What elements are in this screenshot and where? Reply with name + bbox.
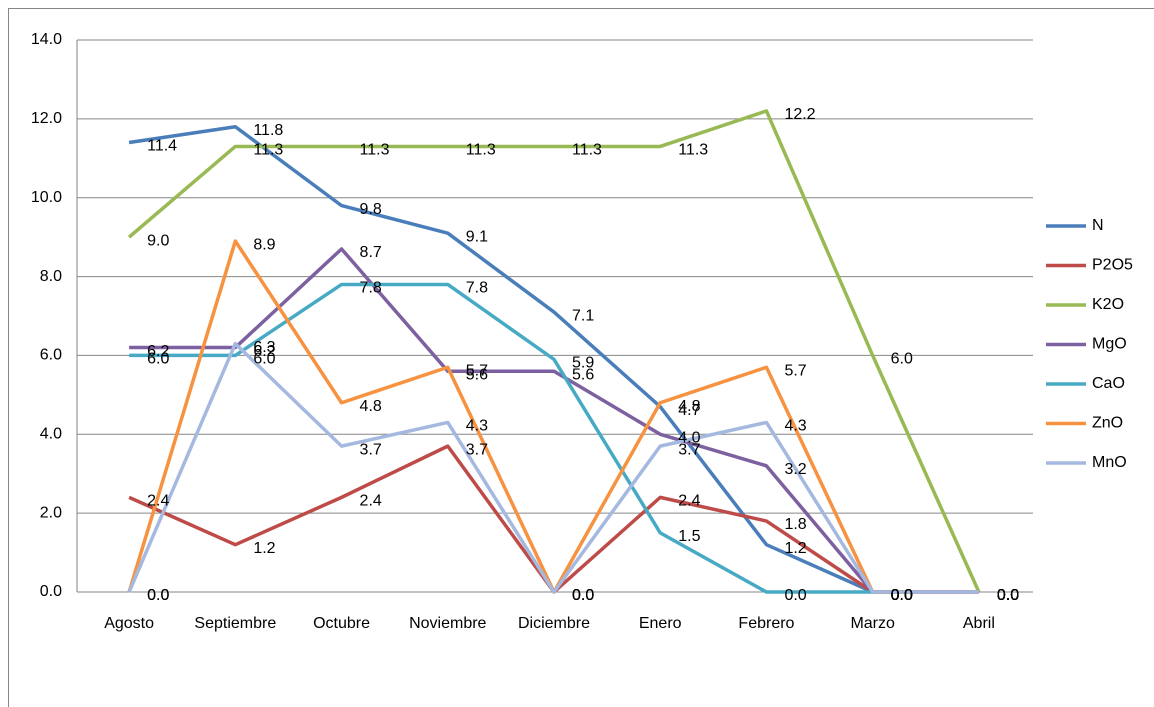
data-label: 1.8 xyxy=(784,516,806,533)
data-label: 0.0 xyxy=(572,587,594,604)
series-line xyxy=(129,282,979,594)
series-line xyxy=(127,109,981,593)
data-label: 0.0 xyxy=(997,587,1019,604)
series-line xyxy=(127,341,979,594)
data-label: 1.5 xyxy=(678,528,700,545)
data-label: 2.4 xyxy=(360,493,382,510)
data-label: 0.0 xyxy=(572,587,594,604)
x-tick-label: Febrero xyxy=(738,615,794,632)
data-label: 11.4 xyxy=(147,138,177,155)
data-label: 0.0 xyxy=(997,587,1019,604)
data-label: 9.8 xyxy=(360,201,382,218)
data-label: 0.0 xyxy=(997,587,1019,604)
y-tick-label: 8.0 xyxy=(40,268,62,285)
x-tick-label: Marzo xyxy=(850,615,895,632)
x-tick-label: Noviembre xyxy=(409,615,486,632)
y-tick-label: 4.0 xyxy=(40,426,62,443)
y-tick-label: 6.0 xyxy=(40,347,62,364)
y-tick-label: 10.0 xyxy=(31,189,62,206)
y-tick-label: 12.0 xyxy=(31,110,62,127)
data-label: 4.8 xyxy=(360,398,382,415)
data-label: 5.6 xyxy=(466,366,488,383)
y-tick-label: 2.0 xyxy=(40,504,62,521)
data-label: 7.1 xyxy=(572,307,594,324)
data-label: 0.0 xyxy=(997,587,1019,604)
data-label: 3.2 xyxy=(784,461,806,478)
legend-label: MnO xyxy=(1092,454,1127,471)
x-tick-label: Agosto xyxy=(104,615,154,632)
series-line xyxy=(129,247,979,594)
data-label: 3.7 xyxy=(360,441,382,458)
data-label: 8.9 xyxy=(253,236,275,253)
data-label: 0.0 xyxy=(891,587,913,604)
data-label: 5.9 xyxy=(572,355,594,372)
data-label: 0.0 xyxy=(147,587,169,604)
data-label: 8.7 xyxy=(360,244,382,261)
data-label: 11.3 xyxy=(572,142,602,159)
x-tick-label: Enero xyxy=(639,615,682,632)
data-label: 6.2 xyxy=(253,343,275,360)
x-tick-label: Octubre xyxy=(313,615,370,632)
data-label: 4.3 xyxy=(784,418,806,435)
data-label: 0.0 xyxy=(572,587,594,604)
data-label: 4.3 xyxy=(466,418,488,435)
y-tick-label: 0.0 xyxy=(40,583,62,600)
x-tick-label: Abril xyxy=(963,615,995,632)
data-label: 6.3 xyxy=(253,339,275,356)
y-tick-label: 14.0 xyxy=(31,31,62,48)
data-label: 0.0 xyxy=(891,587,913,604)
data-label: 0.0 xyxy=(891,587,913,604)
data-label: 4.7 xyxy=(678,402,700,419)
data-label: 1.2 xyxy=(253,540,275,557)
data-label: 5.7 xyxy=(466,362,488,379)
data-label: 11.3 xyxy=(678,142,708,159)
data-label: 0.0 xyxy=(147,587,169,604)
data-label: 2.4 xyxy=(147,493,169,510)
legend-label: P2O5 xyxy=(1092,257,1133,274)
data-label: 9.0 xyxy=(147,232,169,249)
data-label: 4.0 xyxy=(678,430,700,447)
data-label: 6.0 xyxy=(147,351,169,368)
legend-label: ZnO xyxy=(1092,415,1123,432)
data-label: 3.7 xyxy=(678,441,700,458)
data-label: 0.0 xyxy=(997,587,1019,604)
legend-label: N xyxy=(1092,217,1104,234)
data-label: 6.2 xyxy=(147,343,169,360)
data-label: 4.8 xyxy=(678,398,700,415)
data-label: 9.1 xyxy=(466,228,488,245)
data-label: 0.0 xyxy=(784,587,806,604)
x-tick-label: Diciembre xyxy=(518,615,590,632)
legend-label: K2O xyxy=(1092,296,1124,313)
data-label: 0.0 xyxy=(997,587,1019,604)
data-label: 11.3 xyxy=(253,142,283,159)
data-label: 3.7 xyxy=(466,441,488,458)
data-label: 11.8 xyxy=(253,122,283,139)
data-label: 11.3 xyxy=(466,142,496,159)
data-label: 6.0 xyxy=(253,351,275,368)
data-label: 12.2 xyxy=(784,106,815,123)
data-label: 6.0 xyxy=(891,351,913,368)
data-label: 0.0 xyxy=(891,587,913,604)
x-tick-label: Septiembre xyxy=(194,615,276,632)
data-label: 5.7 xyxy=(784,362,806,379)
data-label: 2.4 xyxy=(678,493,700,510)
data-label: 7.8 xyxy=(466,280,488,297)
data-label: 1.2 xyxy=(784,540,806,557)
series-line xyxy=(128,124,979,594)
legend-label: CaO xyxy=(1092,375,1125,392)
legend-label: MgO xyxy=(1092,336,1127,353)
data-label: 5.6 xyxy=(572,366,594,383)
data-label: 0.0 xyxy=(891,587,913,604)
data-label: 0.0 xyxy=(891,587,913,604)
data-label: 7.8 xyxy=(360,280,382,297)
data-label: 0.0 xyxy=(997,587,1019,604)
data-label: 11.3 xyxy=(360,142,390,159)
